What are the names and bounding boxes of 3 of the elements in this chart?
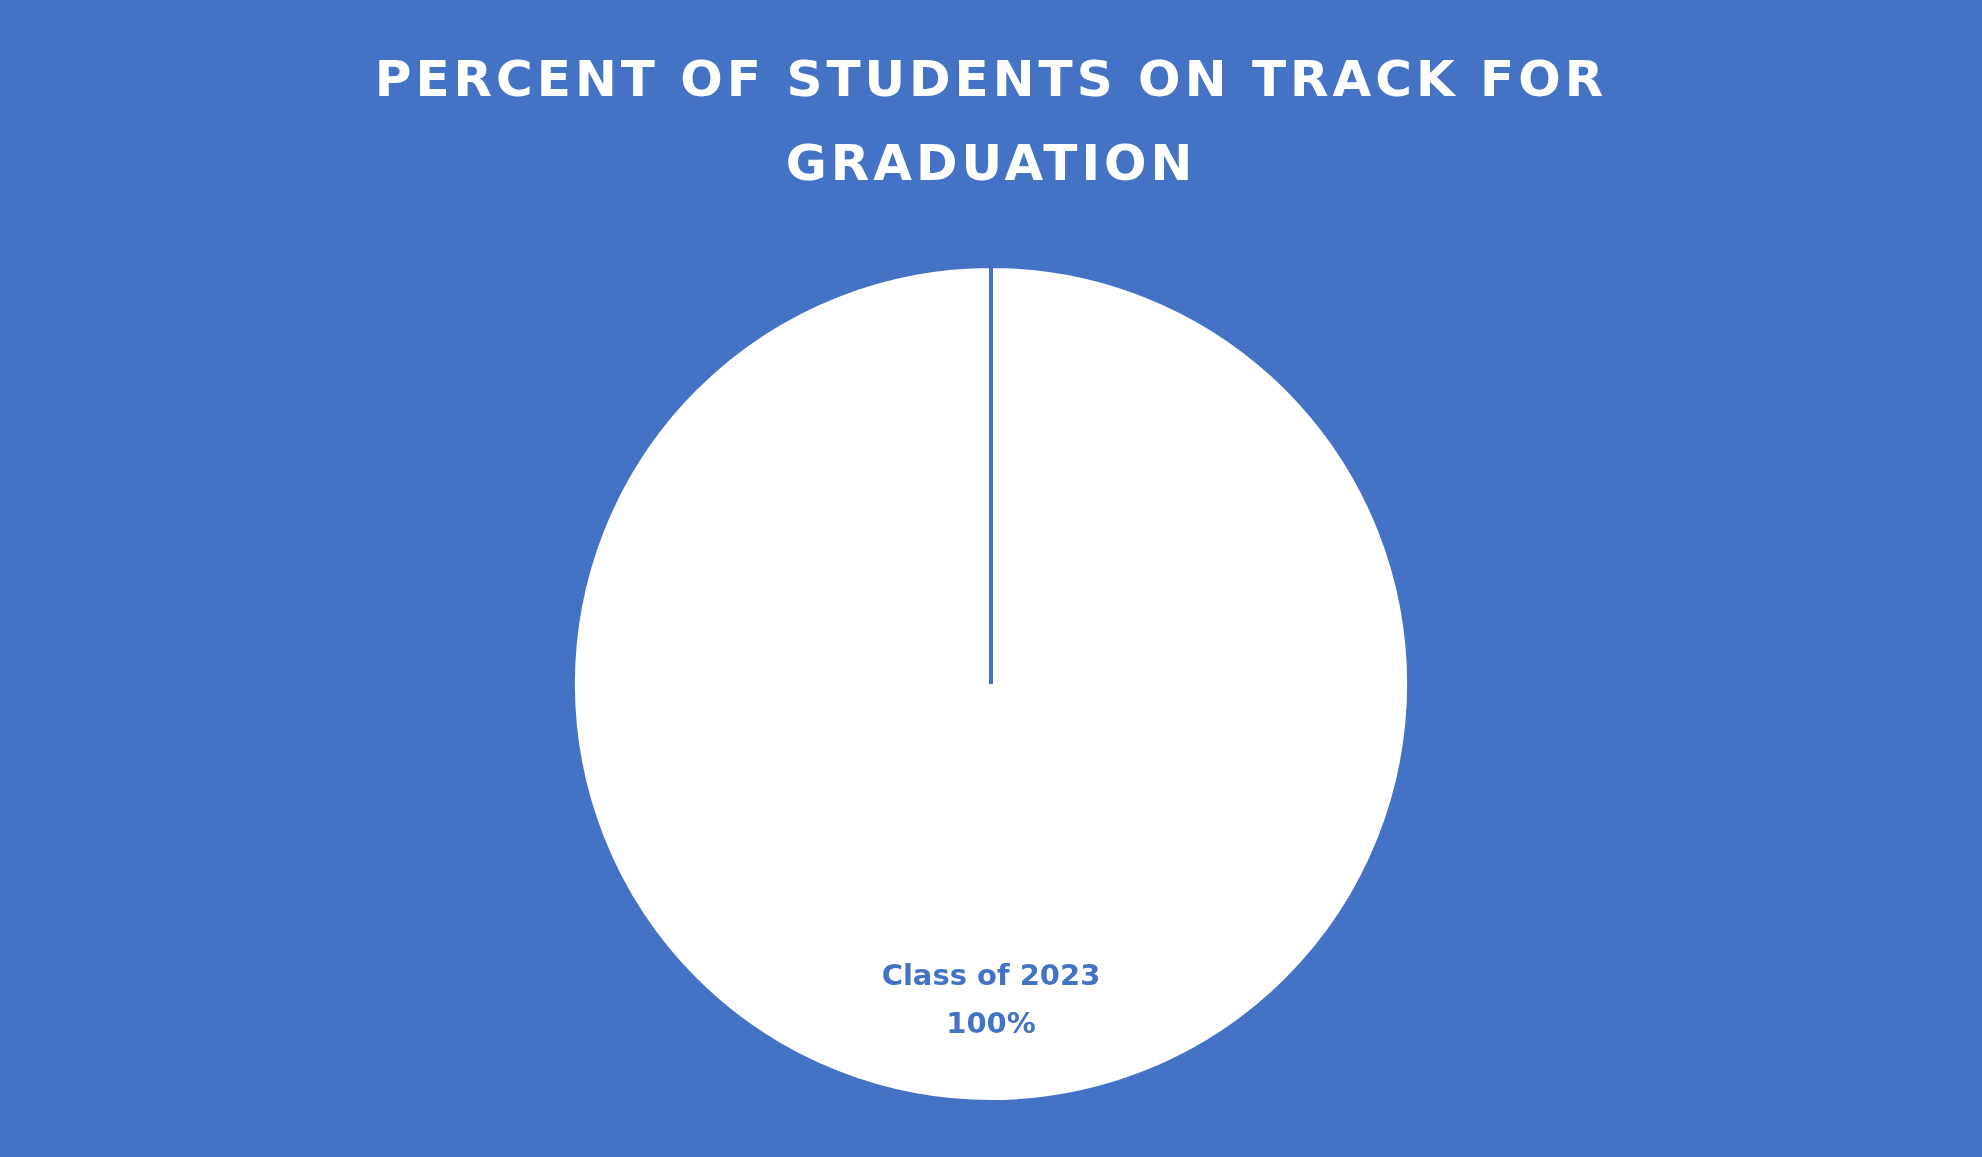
chart-title: PERCENT OF STUDENTS ON TRACK FOR GRADUATION (374, 50, 1608, 192)
slice-label: Class of 2023 (881, 957, 1101, 992)
data-label: 100% (946, 1005, 1036, 1040)
